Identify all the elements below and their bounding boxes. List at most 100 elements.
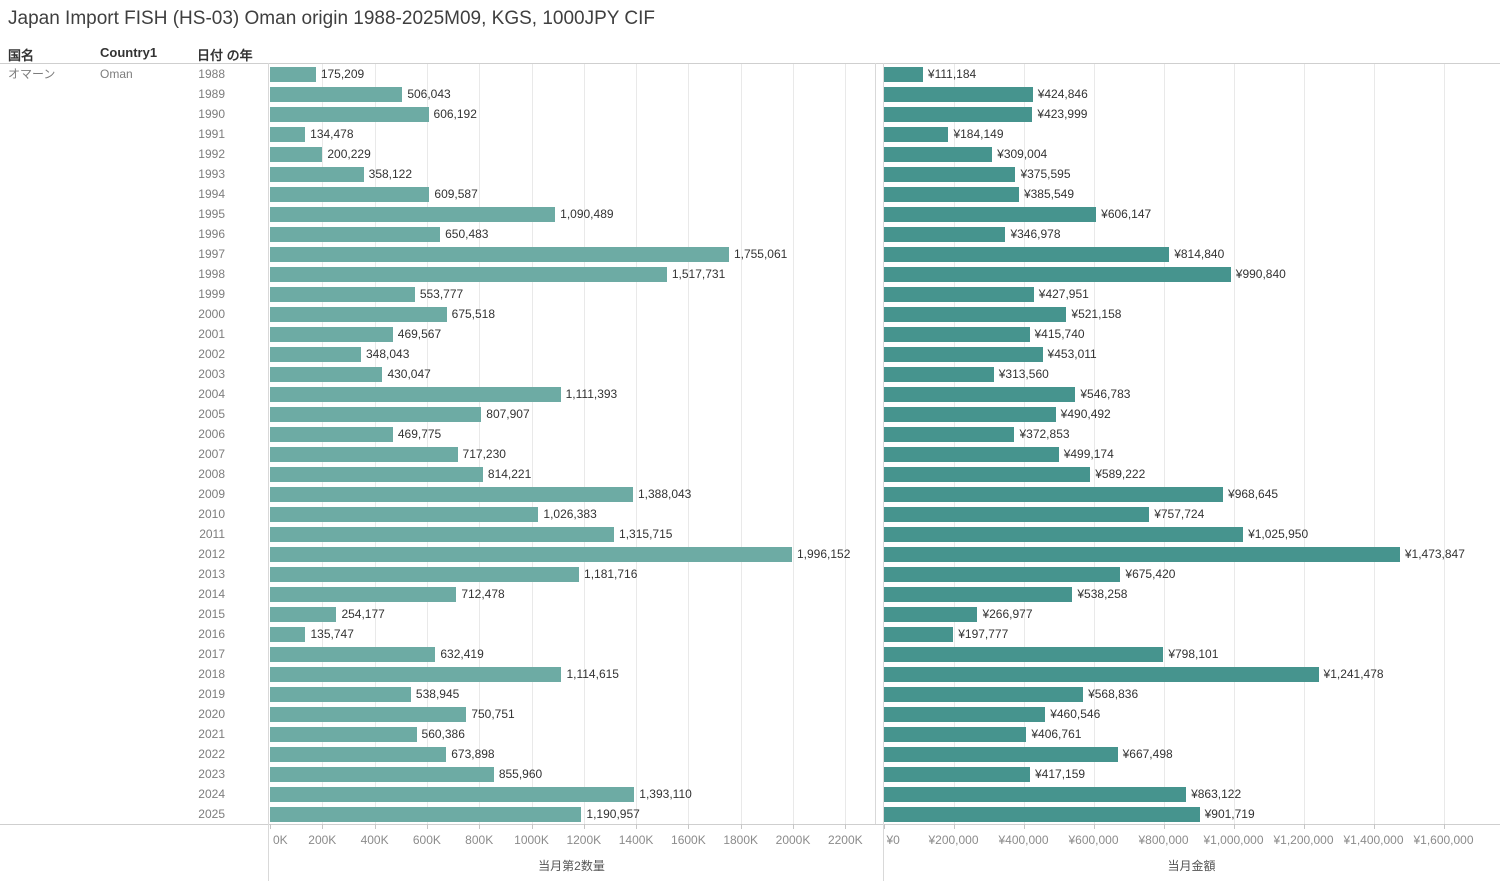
bar-当月金額-2010[interactable] [884, 506, 1150, 522]
year-label-2019[interactable]: 2019 [198, 687, 225, 701]
bar-当月第2数量-1997[interactable] [270, 246, 729, 262]
bar-当月第2数量-2002[interactable] [270, 346, 361, 362]
year-label-2003[interactable]: 2003 [198, 367, 225, 381]
bar-当月金額-2000[interactable] [884, 306, 1067, 322]
bar-当月金額-2014[interactable] [884, 586, 1073, 602]
bar-当月第2数量-2006[interactable] [270, 426, 393, 442]
bar-当月金額-2017[interactable] [884, 646, 1164, 662]
year-label-2008[interactable]: 2008 [198, 467, 225, 481]
bar-当月金額-2001[interactable] [884, 326, 1030, 342]
year-label-2016[interactable]: 2016 [198, 627, 225, 641]
bar-当月金額-1999[interactable] [884, 286, 1034, 302]
year-label-1996[interactable]: 1996 [198, 227, 225, 241]
bar-当月金額-2015[interactable] [884, 606, 978, 622]
bar-当月金額-2021[interactable] [884, 726, 1027, 742]
bar-当月第2数量-2017[interactable] [270, 646, 436, 662]
bar-当月金額-2018[interactable] [884, 666, 1319, 682]
year-label-2004[interactable]: 2004 [198, 387, 225, 401]
year-label-2002[interactable]: 2002 [198, 347, 225, 361]
year-label-2014[interactable]: 2014 [198, 587, 225, 601]
bar-当月第2数量-1988[interactable] [270, 66, 316, 82]
year-label-2012[interactable]: 2012 [198, 547, 225, 561]
year-label-2005[interactable]: 2005 [198, 407, 225, 421]
year-label-2009[interactable]: 2009 [198, 487, 225, 501]
year-label-2010[interactable]: 2010 [198, 507, 225, 521]
bar-当月金額-2023[interactable] [884, 766, 1030, 782]
year-label-1998[interactable]: 1998 [198, 267, 225, 281]
year-label-2022[interactable]: 2022 [198, 747, 225, 761]
year-label-2013[interactable]: 2013 [198, 567, 225, 581]
year-label-2006[interactable]: 2006 [198, 427, 225, 441]
bar-当月第2数量-1993[interactable] [270, 166, 364, 182]
bar-当月第2数量-2018[interactable] [270, 666, 562, 682]
bar-当月第2数量-1991[interactable] [270, 126, 306, 142]
bar-当月第2数量-2025[interactable] [270, 806, 582, 822]
bar-当月金額-1991[interactable] [884, 126, 949, 142]
bar-当月第2数量-2008[interactable] [270, 466, 483, 482]
bar-当月金額-2011[interactable] [884, 526, 1244, 542]
year-label-1991[interactable]: 1991 [198, 127, 225, 141]
bar-当月第2数量-2024[interactable] [270, 786, 635, 802]
bar-当月第2数量-2001[interactable] [270, 326, 393, 342]
bar-当月金額-2012[interactable] [884, 546, 1400, 562]
year-label-1997[interactable]: 1997 [198, 247, 225, 261]
bar-当月第2数量-2013[interactable] [270, 566, 580, 582]
bar-当月金額-2005[interactable] [884, 406, 1056, 422]
bar-当月金額-1997[interactable] [884, 246, 1170, 262]
bar-当月金額-1994[interactable] [884, 186, 1019, 202]
bar-当月第2数量-2010[interactable] [270, 506, 539, 522]
year-label-2000[interactable]: 2000 [198, 307, 225, 321]
bar-当月第2数量-1992[interactable] [270, 146, 323, 162]
year-label-2001[interactable]: 2001 [198, 327, 225, 341]
year-label-1989[interactable]: 1989 [198, 87, 225, 101]
year-label-2015[interactable]: 2015 [198, 607, 225, 621]
year-label-2020[interactable]: 2020 [198, 707, 225, 721]
bar-当月第2数量-1994[interactable] [270, 186, 430, 202]
bar-当月第2数量-2003[interactable] [270, 366, 383, 382]
year-label-1999[interactable]: 1999 [198, 287, 225, 301]
year-label-2011[interactable]: 2011 [199, 527, 225, 541]
year-label-1995[interactable]: 1995 [198, 207, 225, 221]
bar-当月第2数量-1996[interactable] [270, 226, 441, 242]
year-label-2007[interactable]: 2007 [198, 447, 225, 461]
bar-当月金額-2025[interactable] [884, 806, 1200, 822]
bar-当月金額-2009[interactable] [884, 486, 1224, 502]
bar-当月金額-2013[interactable] [884, 566, 1121, 582]
year-label-2021[interactable]: 2021 [198, 727, 225, 741]
bar-当月第2数量-1989[interactable] [270, 86, 403, 102]
bar-当月金額-2006[interactable] [884, 426, 1015, 442]
bar-当月第2数量-2015[interactable] [270, 606, 337, 622]
bar-当月第2数量-2004[interactable] [270, 386, 561, 402]
bar-当月金額-2003[interactable] [884, 366, 994, 382]
bar-当月第2数量-2011[interactable] [270, 526, 615, 542]
bar-当月第2数量-1999[interactable] [270, 286, 415, 302]
bar-当月第2数量-2021[interactable] [270, 726, 417, 742]
bar-当月第2数量-2000[interactable] [270, 306, 447, 322]
bar-当月第2数量-2012[interactable] [270, 546, 792, 562]
bar-当月金額-2004[interactable] [884, 386, 1076, 402]
bar-当月第2数量-1990[interactable] [270, 106, 429, 122]
year-label-2024[interactable]: 2024 [198, 787, 225, 801]
bar-当月第2数量-2014[interactable] [270, 586, 457, 602]
bar-当月第2数量-2005[interactable] [270, 406, 482, 422]
bar-当月金額-1988[interactable] [884, 66, 923, 82]
year-label-2023[interactable]: 2023 [198, 767, 225, 781]
bar-当月金額-2019[interactable] [884, 686, 1084, 702]
year-label-2025[interactable]: 2025 [198, 807, 225, 821]
year-label-1992[interactable]: 1992 [198, 147, 225, 161]
bar-当月第2数量-2023[interactable] [270, 766, 494, 782]
bar-当月第2数量-2009[interactable] [270, 486, 633, 502]
year-label-1994[interactable]: 1994 [198, 187, 225, 201]
bar-当月金額-1998[interactable] [884, 266, 1231, 282]
bar-当月第2数量-2019[interactable] [270, 686, 411, 702]
bar-当月金額-2020[interactable] [884, 706, 1046, 722]
bar-当月金額-2008[interactable] [884, 466, 1091, 482]
bar-当月第2数量-1998[interactable] [270, 266, 667, 282]
bar-当月金額-2007[interactable] [884, 446, 1059, 462]
bar-当月金額-1995[interactable] [884, 206, 1097, 222]
bar-当月第2数量-2016[interactable] [270, 626, 306, 642]
bar-当月第2数量-2022[interactable] [270, 746, 447, 762]
bar-当月金額-1996[interactable] [884, 226, 1006, 242]
bar-当月金額-2024[interactable] [884, 786, 1187, 802]
bar-当月第2数量-2020[interactable] [270, 706, 467, 722]
